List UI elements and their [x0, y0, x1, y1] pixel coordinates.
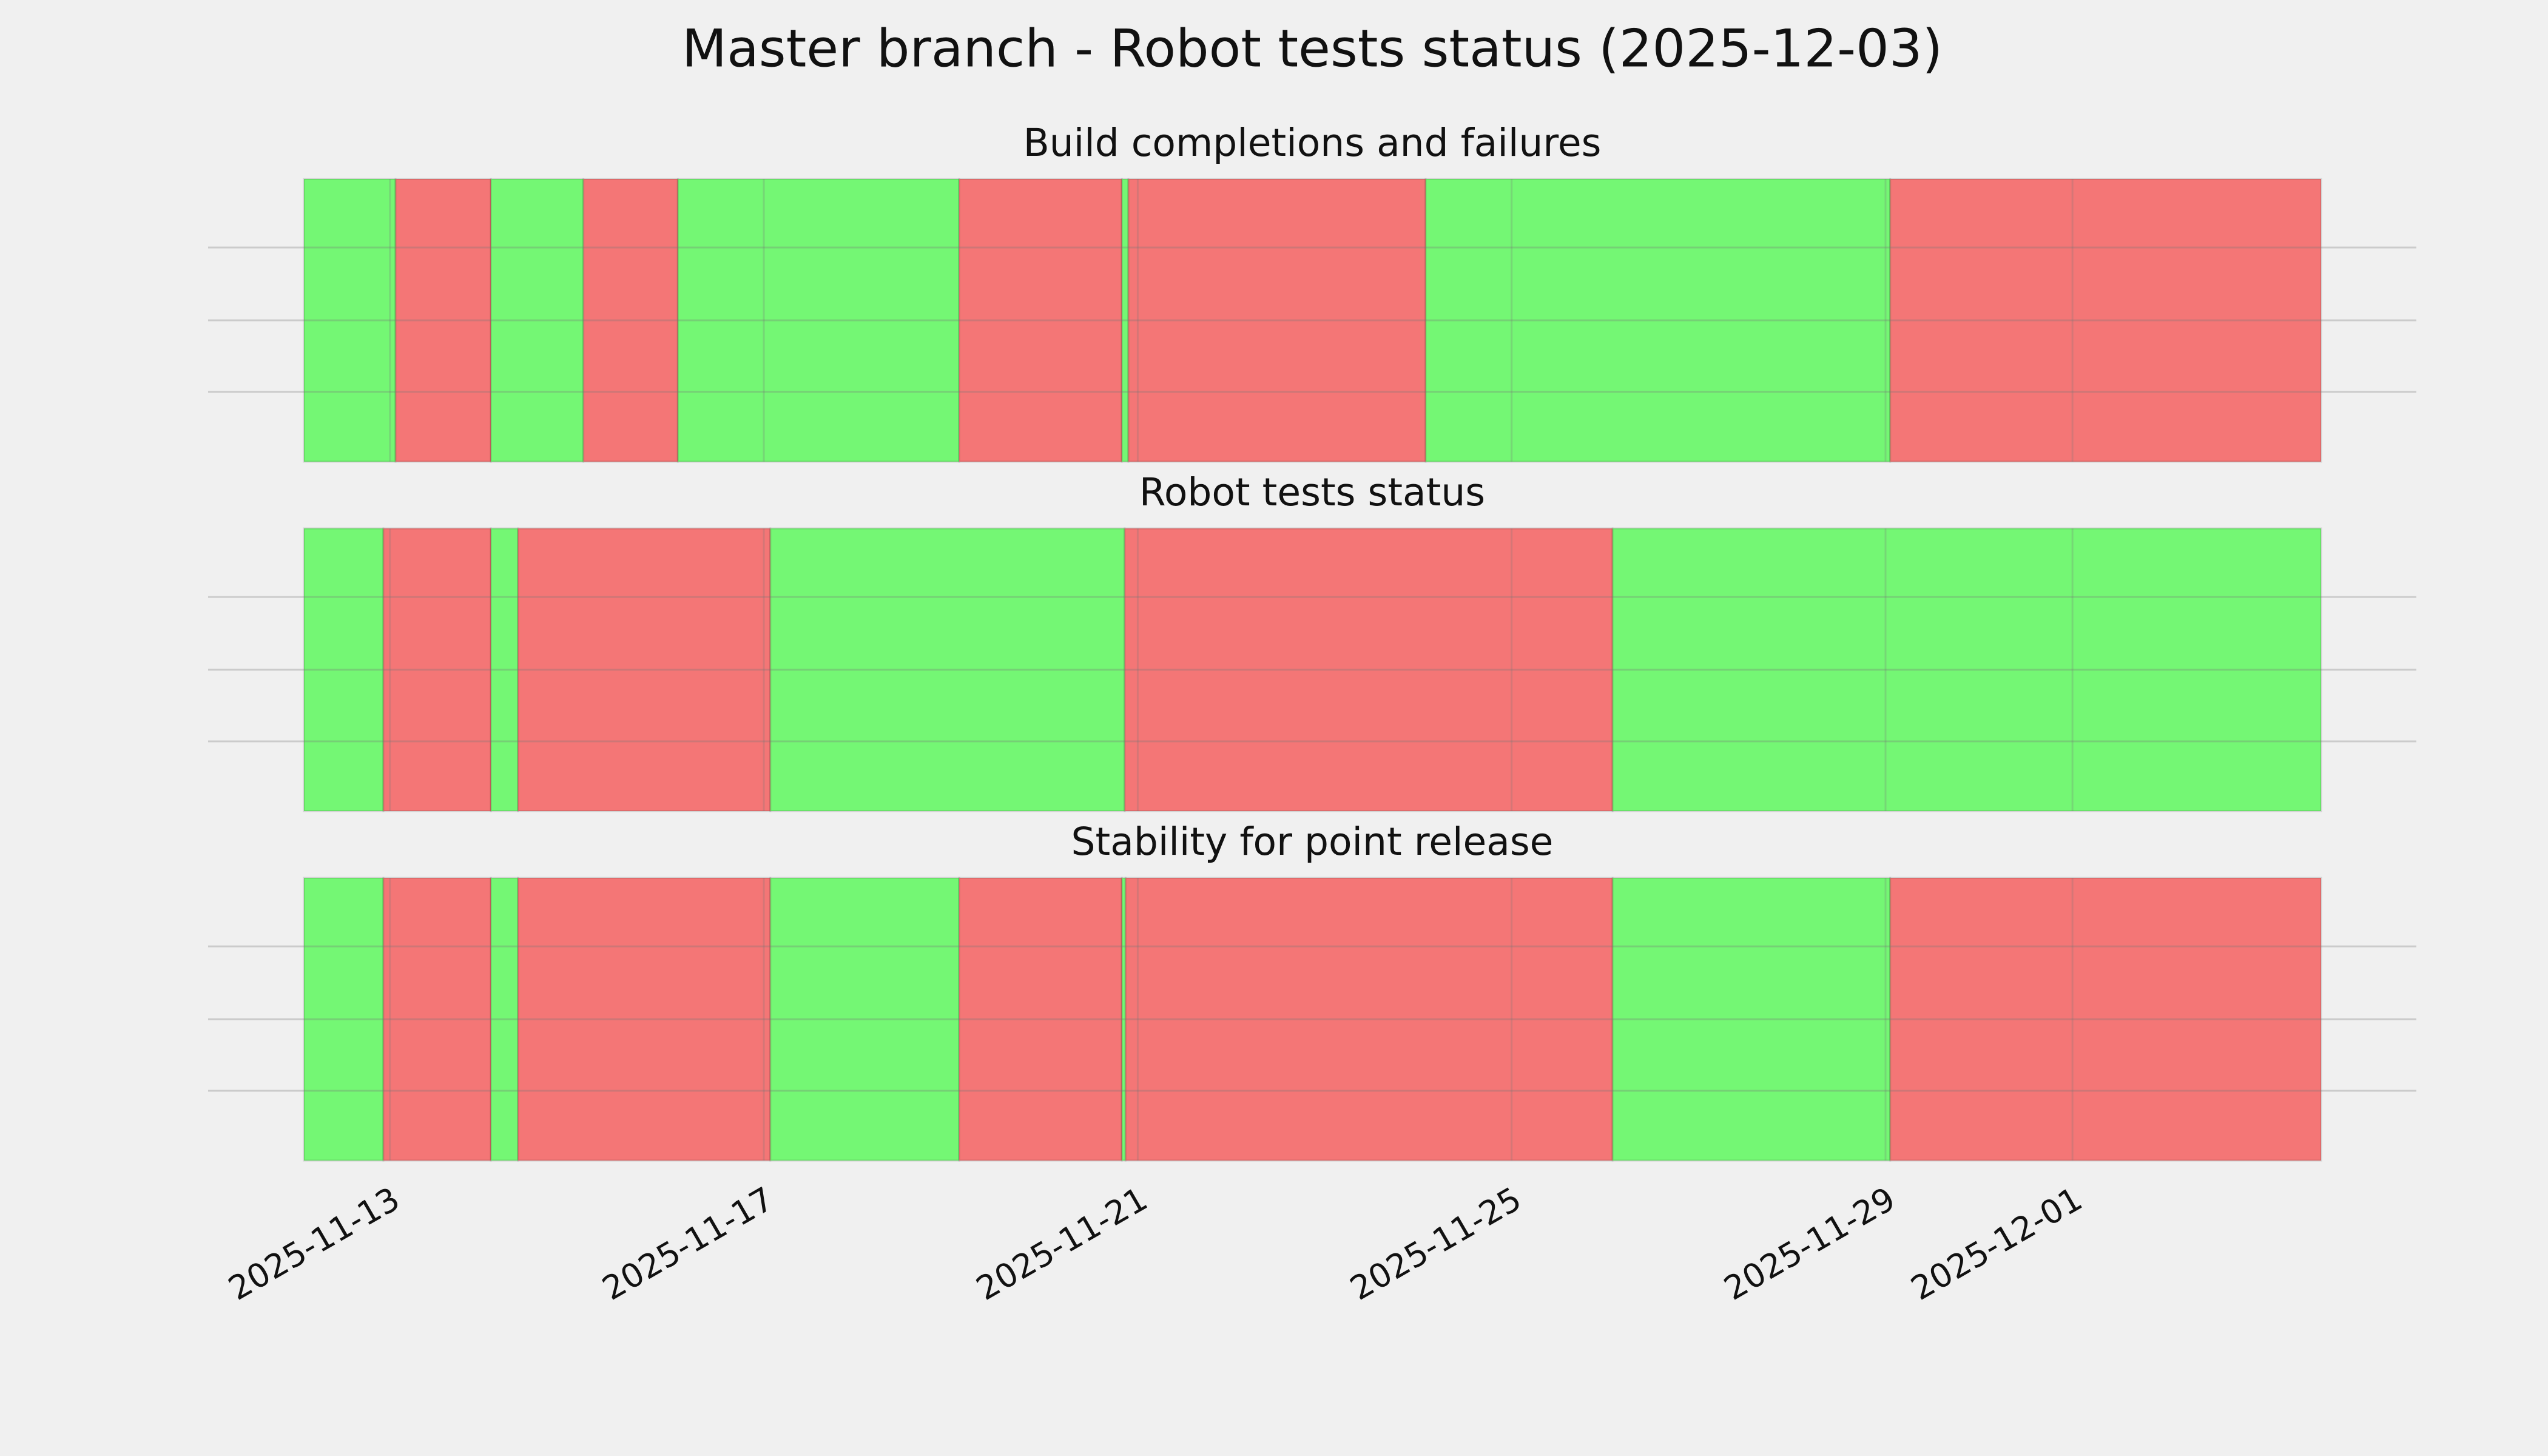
status-segment [1121, 877, 1127, 1162]
x-tick-label: 2025-11-13 [222, 1179, 406, 1307]
status-segment [769, 527, 1126, 812]
status-segment [1889, 178, 2322, 463]
status-segment [1424, 178, 1892, 463]
status-segment [1611, 527, 2322, 812]
x-tick-label: 2025-11-29 [1717, 1179, 1901, 1307]
status-segment [303, 877, 385, 1162]
status-segment [490, 877, 519, 1162]
status-segment [958, 877, 1123, 1162]
chart-title: Master branch - Robot tests status (2025… [682, 18, 1943, 79]
status-segment [303, 527, 385, 812]
status-segment [1611, 877, 1892, 1162]
panel-title: Build completions and failures [1023, 121, 1602, 165]
x-tick-label: 2025-11-17 [596, 1179, 780, 1307]
status-segment [1127, 178, 1427, 463]
status-segment [1124, 877, 1614, 1162]
x-tick-label: 2025-11-25 [1344, 1179, 1528, 1307]
status-segment [517, 527, 772, 812]
status-segment [958, 178, 1123, 463]
status-segment [582, 178, 679, 463]
status-segment [1121, 178, 1130, 463]
status-segment [769, 877, 960, 1162]
panel-title: Stability for point release [1071, 820, 1554, 864]
x-tick-label: 2025-11-21 [970, 1179, 1154, 1307]
status-segment [394, 178, 492, 463]
status-segment [1889, 877, 2322, 1162]
status-segment [676, 178, 960, 463]
status-segment [517, 877, 772, 1162]
status-segment [303, 178, 397, 463]
status-segment [490, 178, 585, 463]
panel-title: Robot tests status [1139, 470, 1485, 514]
status-segment [382, 527, 492, 812]
x-tick-label: 2025-12-01 [1904, 1179, 2088, 1307]
status-segment [382, 877, 492, 1162]
status-segment [1124, 527, 1614, 812]
status-segment [490, 527, 519, 812]
